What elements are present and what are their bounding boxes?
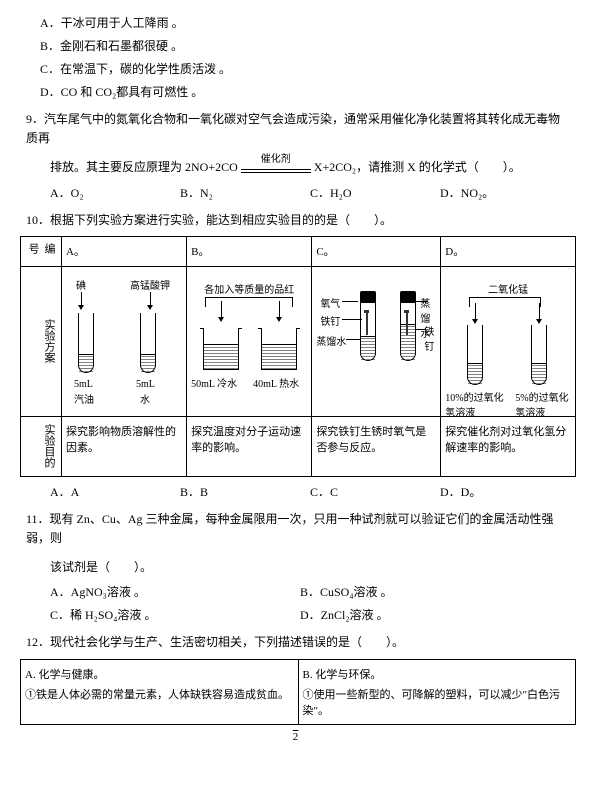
q10-exp-d: 二氧化锰 10%的过氧化氢溶液 5%的过氧化氢溶液	[441, 266, 576, 416]
exp-d-mno2: 二氧化锰	[445, 281, 571, 296]
q11-options-row1: A．AgNO₃溶液 。 B．CuSO₄溶液 。	[50, 583, 571, 600]
q12-cell-b-title: B. 化学与环保。	[303, 666, 572, 682]
q9-stem-line2b: X+2CO₂，请推测 X 的化学式（ ）。	[314, 160, 521, 174]
q9-stem-line2a: 排放。其主要反应原理为 2NO+2CO	[50, 160, 238, 174]
q8-option-d: D．CO 和 CO₂都具有可燃性 。	[40, 83, 571, 100]
q12-cell-a-title: A. 化学与健康。	[25, 666, 294, 682]
q8-option-a: A．干冰可用于人工降雨 。	[40, 14, 571, 31]
exp-b-lb1: 50mL 冷水	[191, 375, 237, 390]
q10-purpose-b: 探究温度对分子运动速率的影响。	[187, 416, 312, 476]
exp-b-topline: 各加入等质量的品红	[191, 281, 307, 296]
q11-stem2: 该试剂是（ ）。	[50, 558, 571, 577]
q9-option-a: A．O₂	[50, 184, 180, 201]
q9-option-b: B．N₂	[180, 184, 310, 201]
q9-options: A．O₂ B．N₂ C．H₂O D．NO₂。	[50, 184, 571, 201]
q9-stem-line1: 9．汽车尾气中的氮氧化合物和一氧化碳对空气会造成污染，通常采用催化净化装置将其转…	[26, 110, 571, 148]
exp-c-nail2: 铁钉	[424, 323, 436, 353]
q10-answer-d: D．D。	[440, 483, 570, 500]
exp-c-o2: 氧气	[320, 295, 340, 310]
q11-option-d: D．ZnCl₂溶液 。	[300, 606, 550, 623]
q12-cell-a-body: ①铁是人体必需的常量元素，人体缺铁容易造成贫血。	[25, 686, 294, 702]
exp-c-nail1: 铁钉	[320, 313, 340, 328]
q10-exp-b: 各加入等质量的品红 50mL 冷水 40mL 热水	[187, 266, 312, 416]
q10-exp-a: 碘 高锰酸钾 5mL 5mL 汽油 水	[62, 266, 187, 416]
q11-option-c: C．稀 H₂SO₄溶液 。	[50, 606, 300, 623]
q10-purpose-d: 探究催化剂对过氧化氢分解速率的影响。	[441, 416, 576, 476]
q10-col-d: D。	[441, 236, 576, 266]
q10-stem: 10．根据下列实验方案进行实验，能达到相应实验目的的是（ ）。	[26, 211, 571, 230]
q11-option-a: A．AgNO₃溶液 。	[50, 583, 300, 600]
exp-c-water1: 蒸馏水	[316, 333, 346, 348]
q9-option-d: D．NO₂。	[440, 184, 570, 201]
q10-answer-c: C．C	[310, 483, 440, 500]
q10-purpose-label: 实验目的	[21, 416, 62, 476]
q12-cell-b-body: ①使用一些新型的、可降解的塑料，可以减少"白色污染"。	[303, 686, 572, 718]
exp-a-solvent2: 水	[140, 391, 150, 406]
q8-option-c: C．在常温下，碳的化学性质活泼 。	[40, 60, 571, 77]
q10-exp-label: 实验方案	[21, 266, 62, 416]
page-number: 2	[291, 731, 301, 743]
q10-col-b: B。	[187, 236, 312, 266]
q11-options-row2: C．稀 H₂SO₄溶液 。 D．ZnCl₂溶液 。	[50, 606, 571, 623]
q10-purpose-c: 探究铁钉生锈时氧气是否参与反应。	[312, 416, 441, 476]
exp-d-r2: 5%的过氧化氢溶液	[515, 389, 575, 419]
q10-exp-c: 氧气 铁钉 蒸馏水 蒸馏水 铁钉	[312, 266, 441, 416]
q10-header-label: 编号	[21, 236, 62, 266]
q10-table: 编号 A。 B。 C。 D。 实验方案 碘 高锰酸钾 5mL 5mL 汽油 水 …	[20, 236, 576, 477]
q10-answer-b: B．B	[180, 483, 310, 500]
exp-a-vol1: 5mL	[74, 379, 93, 390]
q10-col-c: C。	[312, 236, 441, 266]
q8-option-b: B．金刚石和石墨都很硬 。	[40, 37, 571, 54]
q9-option-c: C．H₂O	[310, 184, 440, 201]
q12-table: A. 化学与健康。 ①铁是人体必需的常量元素，人体缺铁容易造成贫血。 B. 化学…	[20, 659, 576, 725]
q12-stem: 12．现代社会化学与生产、生活密切相关，下列描述错误的是（ ）。	[26, 633, 571, 652]
q10-purpose-a: 探究影响物质溶解性的因素。	[62, 416, 187, 476]
exp-b-lb2: 40mL 热水	[253, 375, 299, 390]
q11-option-b: B．CuSO₄溶液 。	[300, 583, 550, 600]
exp-a-kmno4-label: 高锰酸钾	[130, 277, 170, 292]
exp-d-r1: 10%的过氧化氢溶液	[445, 389, 505, 419]
exp-a-solvent1: 汽油	[74, 391, 94, 406]
q10-answer-options: A．A B．B C．C D．D。	[50, 483, 571, 500]
q9-catalyst-label: 催化剂	[261, 152, 291, 168]
exp-a-vol2: 5mL	[136, 379, 155, 390]
exp-a-iodine-label: 碘	[76, 277, 86, 292]
q10-col-a: A。	[62, 236, 187, 266]
q10-answer-a: A．A	[50, 483, 180, 500]
q11-stem1: 11．现有 Zn、Cu、Ag 三种金属，每种金属限用一次，只用一种试剂就可以验证…	[26, 510, 571, 548]
